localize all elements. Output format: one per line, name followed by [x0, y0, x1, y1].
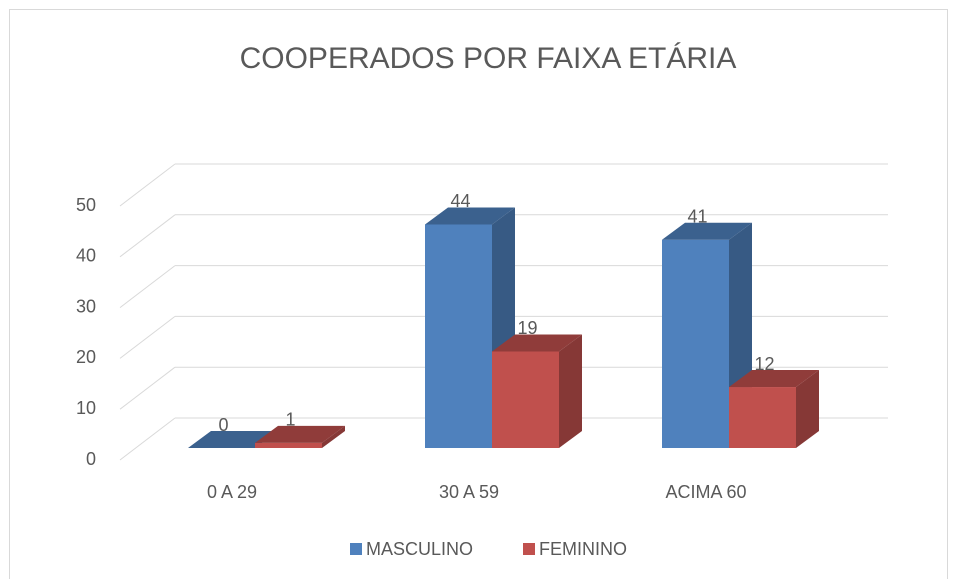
- bar: [729, 370, 819, 448]
- data-label: 19: [517, 318, 537, 338]
- bar-face: [559, 334, 582, 448]
- data-label: 0: [218, 415, 228, 435]
- legend-label: FEMININO: [539, 539, 627, 559]
- chart-title: COOPERADOS POR FAIXA ETÁRIA: [240, 42, 737, 75]
- bar-face: [662, 239, 729, 448]
- bar-face: [255, 442, 322, 448]
- grid-line: [119, 265, 176, 308]
- y-tick-label: 30: [76, 296, 96, 316]
- x-tick-label: 0 A 29: [207, 482, 257, 502]
- bar-face: [255, 425, 345, 443]
- data-label: 44: [450, 191, 470, 211]
- bar-face: [492, 351, 559, 448]
- grid-line: [119, 316, 176, 359]
- legend-swatch: [350, 543, 362, 555]
- grid-line: [119, 214, 176, 258]
- bar: [662, 222, 752, 448]
- y-tick-label: 50: [76, 195, 96, 215]
- data-label: 12: [754, 354, 774, 374]
- bar-face: [425, 207, 515, 225]
- bar: [255, 425, 345, 448]
- x-tick-label: ACIMA 60: [665, 482, 746, 502]
- data-label: 1: [285, 410, 295, 430]
- grid-line: [119, 417, 176, 461]
- y-tick-label: 20: [76, 347, 96, 367]
- y-tick-label: 40: [76, 246, 96, 266]
- bar-face: [492, 334, 582, 352]
- bar-face: [796, 370, 819, 448]
- bar-face: [425, 224, 492, 448]
- grid-line: [119, 163, 176, 207]
- grid-line: [119, 366, 176, 410]
- y-tick-label: 0: [86, 449, 96, 469]
- bar-face: [729, 387, 796, 448]
- legend-swatch: [523, 543, 535, 555]
- legend-label: MASCULINO: [366, 539, 473, 559]
- bar-face: [662, 222, 752, 240]
- bar-face: [322, 425, 345, 448]
- bar: [492, 334, 582, 448]
- data-label: 41: [687, 206, 707, 226]
- y-tick-label: 10: [76, 398, 96, 418]
- x-tick-label: 30 A 59: [439, 482, 499, 502]
- bar-face: [729, 370, 819, 388]
